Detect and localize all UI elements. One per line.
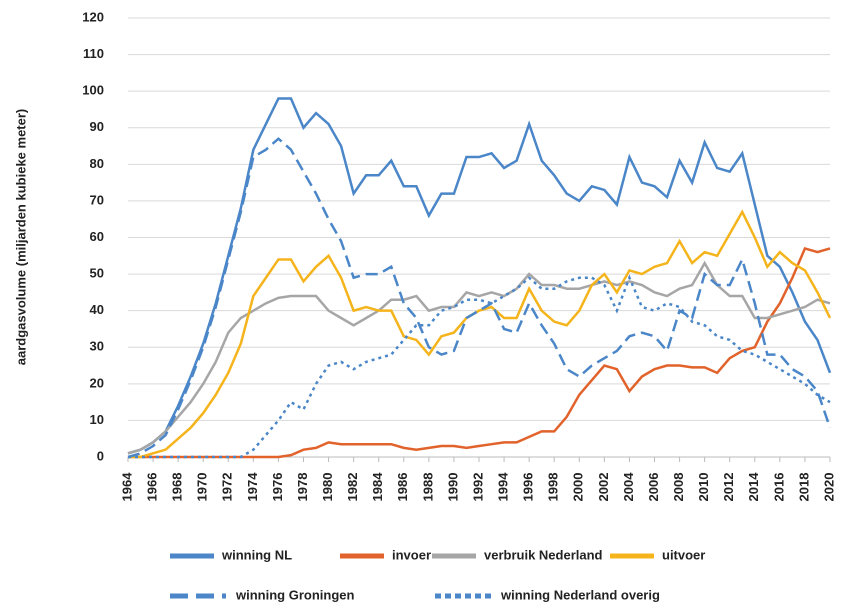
x-tick-label: 2008 [671, 473, 686, 502]
x-tick-label: 2018 [796, 473, 811, 502]
x-tick-label: 1988 [420, 473, 435, 502]
x-tick-label: 1986 [395, 473, 410, 502]
x-tick-label: 1974 [245, 472, 260, 502]
x-tick-label: 1976 [270, 473, 285, 502]
y-tick-label: 80 [90, 156, 104, 171]
x-tick-label: 2002 [596, 473, 611, 502]
x-tick-label: 2010 [696, 473, 711, 502]
y-tick-label: 60 [90, 229, 104, 244]
series-line [128, 209, 832, 459]
x-tick-label: 1982 [345, 473, 360, 502]
y-tick-label: 100 [82, 83, 104, 98]
x-tick-label: 1994 [496, 472, 511, 502]
series-line [128, 274, 831, 459]
x-tick-label: 2014 [746, 472, 761, 502]
x-tick-label: 2012 [721, 473, 736, 502]
x-tick-label: 1968 [170, 473, 185, 502]
y-tick-label: 110 [83, 46, 104, 61]
y-tick-label: 0 [97, 448, 104, 463]
x-tick-label: 1972 [220, 473, 235, 502]
legend-label: uitvoer [662, 547, 705, 562]
x-tick-label: 1978 [295, 473, 310, 502]
legend-label: winning Nederland overig [500, 587, 660, 602]
y-tick-label: 40 [90, 302, 104, 317]
x-tick-label: 1996 [521, 473, 536, 502]
x-tick-label: 2000 [571, 473, 586, 502]
legend-label: winning Groningen [235, 587, 354, 602]
legend-label: winning NL [221, 547, 292, 562]
y-tick-label: 20 [90, 375, 104, 390]
y-axis-label: aardgasvolume (miljarden kubieke meter) [13, 109, 28, 365]
x-tick-label: 2020 [821, 473, 836, 502]
series-line [127, 137, 832, 459]
y-tick-label: 70 [90, 192, 104, 207]
x-tick-label: 2016 [771, 473, 786, 502]
y-tick-label: 120 [82, 9, 104, 24]
series-line [127, 97, 832, 455]
series-line [127, 260, 831, 455]
y-tick-label: 90 [90, 119, 104, 134]
legend-label: verbruik Nederland [484, 547, 603, 562]
x-tick-label: 2006 [646, 473, 661, 502]
x-tick-label: 1964 [119, 472, 134, 502]
y-tick-label: 10 [90, 412, 104, 427]
x-tick-label: 1990 [445, 473, 460, 502]
y-tick-label: 50 [90, 266, 104, 281]
x-tick-label: 2004 [621, 472, 636, 502]
y-tick-label: 30 [90, 339, 104, 354]
x-tick-label: 1980 [320, 473, 335, 502]
x-tick-label: 1998 [546, 473, 561, 502]
x-tick-label: 1970 [195, 473, 210, 502]
legend-label: invoer [392, 547, 431, 562]
x-tick-label: 1966 [145, 473, 160, 502]
x-tick-label: 1992 [470, 473, 485, 502]
x-tick-label: 1984 [370, 472, 385, 502]
series-line [128, 246, 831, 459]
